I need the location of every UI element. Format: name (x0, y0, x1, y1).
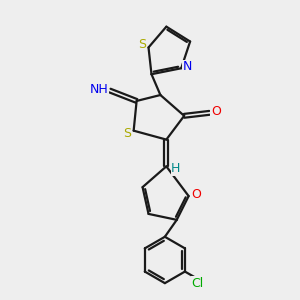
Text: S: S (123, 127, 131, 140)
Text: H: H (171, 162, 181, 175)
Text: NH: NH (90, 82, 109, 96)
Text: N: N (183, 60, 192, 73)
Text: Cl: Cl (191, 277, 204, 290)
Text: S: S (138, 38, 146, 51)
Text: O: O (211, 105, 221, 118)
Text: O: O (191, 188, 201, 201)
